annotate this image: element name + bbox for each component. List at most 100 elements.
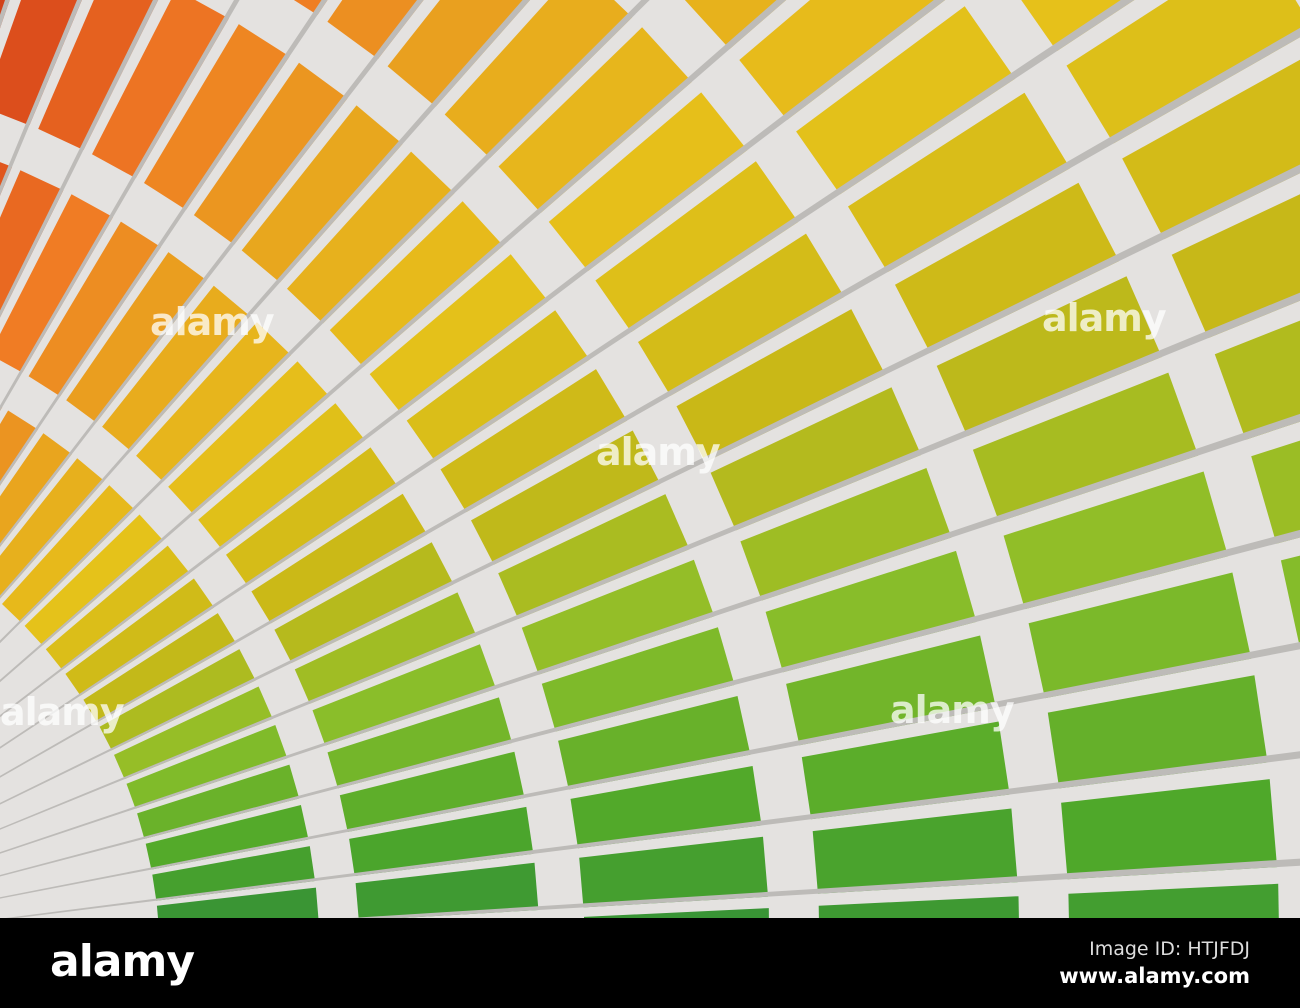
card-edge — [0, 0, 531, 599]
card-edge — [350, 858, 1300, 918]
color-swatch — [740, 468, 954, 605]
color-swatch — [676, 309, 888, 466]
color-swatch — [339, 751, 526, 835]
color-swatch — [156, 887, 319, 918]
watermark: alamy — [150, 300, 275, 344]
color-swatch — [638, 233, 847, 400]
card-edge — [0, 529, 1300, 877]
color-swatch — [710, 387, 924, 535]
color-swatch — [818, 896, 1019, 918]
color-swatch — [498, 27, 696, 217]
card-edge — [0, 0, 650, 644]
swatch-fan — [0, 0, 1300, 918]
color-swatch — [1061, 779, 1278, 885]
color-swatch — [137, 764, 300, 841]
color-swatch — [241, 105, 406, 285]
color-swatch — [936, 276, 1165, 442]
color-swatch — [1214, 320, 1300, 446]
color-swatch — [114, 686, 274, 781]
color-swatch — [168, 361, 332, 517]
color-swatch — [972, 372, 1201, 527]
color-swatch — [294, 592, 478, 707]
color-swatch — [198, 403, 368, 552]
site-url: www.alamy.com — [1059, 964, 1250, 988]
swatch-card — [0, 649, 1300, 918]
color-swatch — [1280, 555, 1300, 648]
card-edge — [0, 292, 1300, 830]
card-edge — [0, 0, 787, 683]
color-swatch — [329, 201, 506, 370]
color-swatch — [1003, 471, 1230, 615]
color-swatch — [2, 485, 137, 624]
color-swatch-photo: alamy alamy alamy alamy alamy — [0, 0, 1300, 918]
card-edge — [0, 0, 82, 196]
color-swatch — [498, 494, 692, 623]
watermark: alamy — [0, 690, 125, 734]
color-swatch — [287, 151, 458, 326]
image-id: Image ID: HTJFDJ — [1089, 938, 1250, 960]
color-swatch — [312, 644, 498, 749]
color-swatch — [1068, 883, 1279, 918]
color-swatch — [895, 182, 1122, 358]
color-swatch — [584, 908, 769, 918]
card-edge — [0, 0, 328, 486]
color-swatch — [548, 92, 751, 275]
card-edge — [0, 0, 240, 411]
card-edge — [0, 0, 424, 547]
watermark: alamy — [890, 688, 1015, 732]
color-swatch — [558, 696, 752, 794]
color-swatch — [102, 285, 253, 453]
color-swatch — [92, 0, 233, 180]
color-swatch — [83, 613, 238, 725]
color-swatch — [65, 578, 216, 698]
color-swatch — [444, 0, 636, 162]
card-edge — [0, 0, 10, 29]
color-swatch — [24, 514, 165, 647]
color-swatch — [812, 808, 1018, 899]
color-swatch — [579, 836, 769, 911]
card-edge — [0, 0, 1135, 749]
color-swatch — [369, 254, 551, 416]
card-edge — [0, 27, 1300, 778]
footer-bar: alamy Image ID: HTJFDJ www.alamy.com — [0, 918, 1300, 1008]
color-swatch — [126, 725, 289, 811]
watermark: alamy — [1042, 296, 1167, 340]
color-swatch — [471, 430, 663, 568]
card-edge — [0, 413, 1300, 854]
color-swatch — [144, 24, 294, 212]
color-swatch — [765, 550, 978, 677]
color-swatch — [595, 161, 802, 336]
color-swatch — [406, 310, 593, 465]
color-swatch — [848, 92, 1074, 277]
color-swatch — [193, 62, 351, 247]
color-swatch — [45, 545, 192, 672]
color-swatch — [521, 559, 716, 678]
color-swatch — [145, 805, 309, 872]
color-swatch — [1066, 0, 1300, 149]
card-edge — [5, 751, 1300, 918]
color-swatch — [28, 221, 164, 398]
alamy-logo: alamy — [50, 936, 195, 987]
watermark: alamy — [596, 430, 721, 474]
color-swatch — [796, 6, 1019, 199]
color-swatch — [152, 846, 316, 903]
color-swatch — [541, 627, 736, 736]
color-swatch — [99, 649, 257, 752]
color-swatch — [274, 542, 456, 666]
color-swatch — [226, 447, 400, 588]
color-swatch — [1251, 440, 1300, 550]
color-swatch — [66, 252, 210, 425]
color-swatch — [440, 369, 630, 516]
card-edge — [0, 164, 1300, 805]
color-swatch — [355, 862, 539, 918]
card-edge — [0, 642, 1300, 899]
color-swatch — [327, 697, 513, 791]
color-swatch — [251, 493, 429, 626]
color-swatch — [327, 0, 430, 62]
color-swatch — [38, 0, 163, 152]
card-edge — [0, 0, 159, 318]
color-swatch — [0, 194, 116, 374]
color-swatch — [136, 322, 294, 484]
card-edge — [0, 0, 946, 718]
